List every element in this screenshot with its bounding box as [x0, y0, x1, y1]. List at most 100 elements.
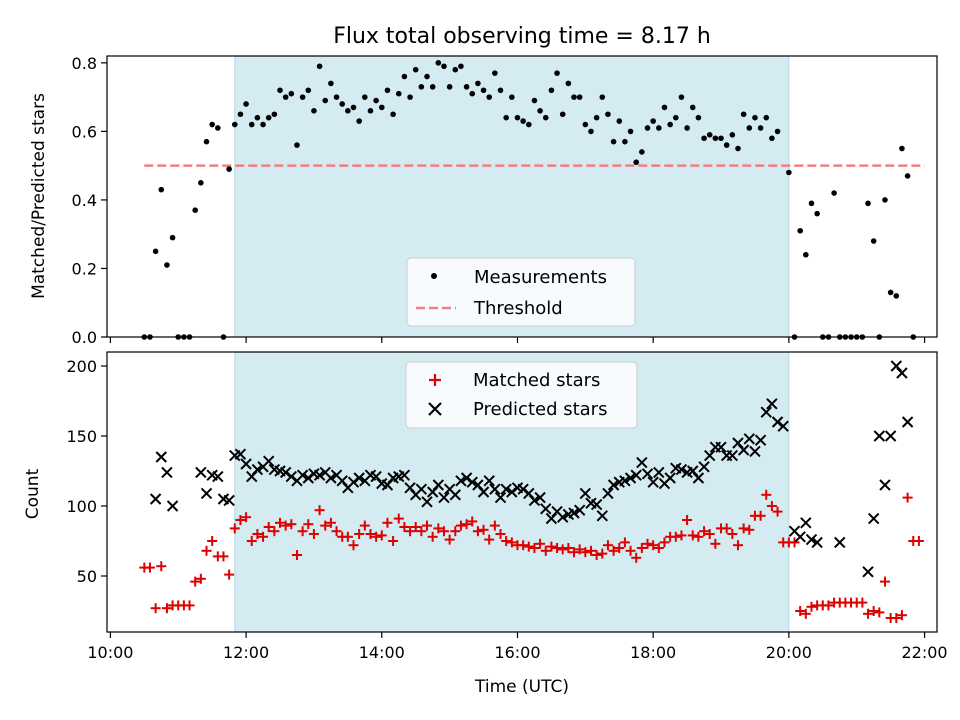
- counts-matched-point: [308, 529, 319, 539]
- counts-predicted-point: [483, 475, 495, 487]
- counts-predicted-point: [460, 472, 473, 484]
- ratio-point: [192, 207, 199, 214]
- counts-matched-point: [857, 597, 868, 608]
- counts-matched-point: [580, 547, 591, 558]
- ratio-point: [469, 90, 476, 97]
- ratio-point: [514, 114, 521, 121]
- counts-matched-point: [467, 516, 478, 527]
- counts-matched-point: [738, 523, 749, 534]
- counts-predicted-point: [325, 472, 337, 484]
- counts-predicted-point: [619, 475, 631, 487]
- legend-threshold-label: Threshold: [473, 298, 563, 319]
- counts-xtick-label: 22:00: [902, 643, 948, 662]
- legend-predicted-marker: [428, 402, 442, 416]
- ratio-point: [316, 63, 323, 70]
- ratio-point: [836, 334, 843, 340]
- ratio-point: [870, 238, 877, 244]
- ratio-point: [243, 101, 249, 107]
- ratio-point: [407, 94, 413, 100]
- counts-xtick-label: 14:00: [359, 643, 405, 662]
- counts-matched-point: [405, 526, 416, 537]
- counts-predicted-point: [455, 475, 467, 487]
- counts-predicted-point: [692, 472, 705, 484]
- counts-matched-point: [535, 538, 546, 549]
- ratio-marks: [141, 60, 925, 340]
- ratio-point: [542, 114, 549, 121]
- counts-matched-point: [455, 520, 466, 531]
- ratio-point: [554, 70, 560, 76]
- counts-predicted-point: [805, 533, 818, 546]
- counts-matched-point: [314, 505, 325, 516]
- counts-predicted-point: [760, 406, 772, 418]
- counts-predicted-point: [347, 476, 360, 488]
- counts-predicted-point: [879, 479, 891, 491]
- ratio-point: [328, 80, 334, 87]
- counts-matched-point: [766, 501, 777, 511]
- ratio-point: [390, 111, 396, 118]
- ratio-point: [667, 121, 673, 128]
- counts-matched-point: [574, 544, 585, 555]
- ratio-point: [752, 114, 758, 121]
- counts-panel: 50 100 150 200 10:00 12:00 14:00 16:00 18:00 20:0…: [23, 351, 948, 697]
- counts-ylabel: Count: [23, 468, 43, 519]
- counts-matched-point: [670, 531, 681, 542]
- counts-predicted-point: [540, 503, 552, 515]
- ratio-point: [169, 234, 176, 241]
- counts-matched-point: [235, 515, 246, 525]
- counts-predicted-point: [867, 512, 880, 525]
- ratio-point: [882, 197, 888, 203]
- counts-matched-point: [201, 545, 212, 556]
- counts-predicted-point: [432, 479, 445, 491]
- counts-predicted-point: [653, 466, 665, 479]
- counts-matched-point: [427, 531, 438, 542]
- ratio-point: [254, 114, 261, 121]
- ratio-point: [865, 200, 871, 207]
- ratio-panel: 0.00.20.40.60.8 Matched/Predicted stars …: [29, 54, 938, 347]
- ratio-point: [441, 63, 447, 70]
- counts-matched-point: [732, 540, 743, 551]
- ratio-point: [339, 101, 346, 107]
- ratio-point: [803, 251, 809, 258]
- ratio-point: [486, 94, 493, 100]
- counts-predicted-point: [901, 416, 914, 428]
- counts-matched-point: [461, 519, 472, 530]
- ratio-point: [887, 289, 894, 296]
- ratio-point: [248, 121, 255, 128]
- counts-matched-point: [207, 536, 218, 546]
- ratio-point: [209, 121, 215, 128]
- legend-matched-label: Matched stars: [473, 370, 600, 391]
- counts-legend-box: [405, 361, 638, 429]
- counts-matched-point: [591, 550, 602, 560]
- counts-matched-point: [438, 526, 449, 537]
- legend-measurements-label: Measurements: [474, 267, 607, 288]
- ratio-point: [260, 121, 266, 128]
- counts-matched-point: [523, 541, 534, 552]
- ratio-point: [876, 334, 883, 340]
- counts-predicted-point: [161, 466, 173, 479]
- counts-matched-point: [280, 520, 291, 531]
- counts-predicted-point: [534, 491, 546, 504]
- counts-predicted-point: [489, 483, 501, 495]
- ratio-point: [639, 149, 645, 155]
- ratio-point: [203, 138, 210, 145]
- ratio-point: [497, 87, 504, 94]
- counts-matched-point: [325, 517, 336, 528]
- counts-matched-point: [422, 520, 433, 531]
- counts-predicted-point: [166, 500, 179, 512]
- ratio-point: [910, 334, 917, 340]
- counts-matched-point: [563, 543, 574, 553]
- counts-matched-point: [693, 531, 704, 542]
- counts-matched-point: [636, 543, 647, 553]
- counts-matched-point: [156, 561, 167, 572]
- counts-predicted-point: [873, 430, 886, 442]
- ratio-point: [305, 87, 312, 94]
- counts-predicted-point: [596, 510, 608, 522]
- ratio-point: [825, 334, 832, 340]
- counts-predicted-point: [262, 455, 275, 467]
- counts-predicted-point: [754, 434, 767, 446]
- counts-matched-point: [879, 576, 890, 587]
- counts-matched-point: [653, 543, 664, 553]
- counts-predicted-point: [771, 416, 784, 428]
- counts-predicted-point: [698, 461, 710, 473]
